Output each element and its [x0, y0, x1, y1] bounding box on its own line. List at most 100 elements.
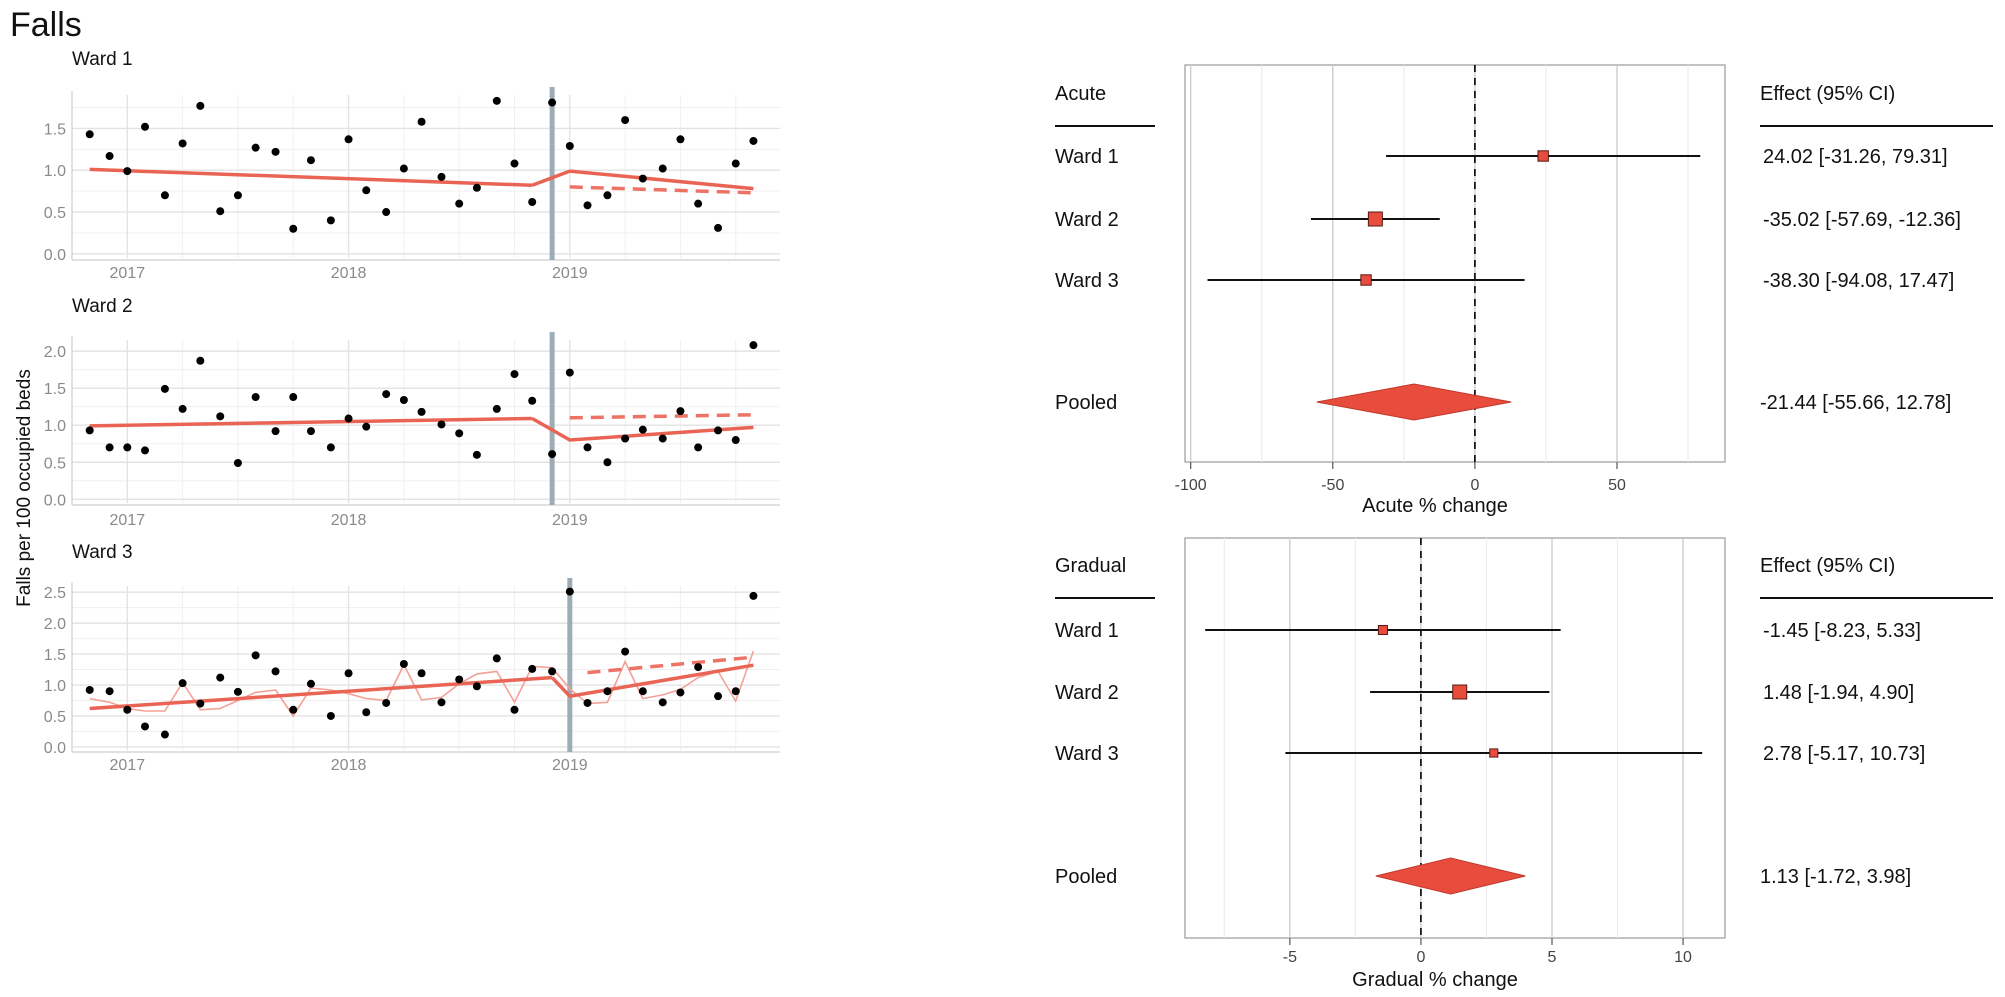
- data-point: [694, 199, 703, 208]
- data-point: [216, 412, 225, 421]
- effect-column-header: Effect (95% CI): [1760, 83, 1895, 105]
- data-point: [417, 117, 426, 126]
- pre-intervention-trend-line: [89, 675, 553, 711]
- ward-panel-1: Ward 1 2017 2018 2019 0.0 0.5 1.0 1.5: [44, 49, 780, 282]
- forest-header-label: Acute: [1055, 83, 1106, 105]
- forest-x-tick-label: 50: [1608, 477, 1626, 494]
- data-point: [603, 687, 612, 696]
- forest-row-label: Ward 3: [1055, 743, 1119, 765]
- data-point: [548, 667, 557, 676]
- data-point: [123, 443, 132, 452]
- effect-estimate-marker: [1537, 150, 1549, 162]
- panel-title: Ward 1: [72, 49, 133, 70]
- data-point: [437, 172, 446, 181]
- ward-panel-3: Ward 3 2017 2018 2019 0.0 0.5 1.0 1.5 2.0 2.5: [44, 542, 780, 774]
- pooled-effect-value: 1.13 [-1.72, 3.98]: [1760, 866, 1911, 888]
- data-point: [306, 427, 315, 436]
- pooled-label: Pooled: [1055, 392, 1117, 414]
- effect-value: 24.02 [-31.26, 79.31]: [1763, 146, 1948, 168]
- data-point: [178, 679, 187, 688]
- pre-intervention-trend-line: [89, 167, 533, 188]
- forest-x-tick-label: -5: [1283, 949, 1297, 966]
- y-tick-label: 1.5: [44, 381, 66, 398]
- data-point: [289, 393, 298, 402]
- y-tick-label: 0.0: [44, 247, 66, 264]
- data-point: [105, 687, 114, 696]
- data-point: [714, 426, 723, 435]
- data-point: [306, 156, 315, 165]
- y-tick-label: 2.0: [44, 344, 66, 361]
- data-point: [638, 425, 647, 434]
- data-point: [344, 414, 353, 423]
- forest-plot-gradual: -5 0 5 10 Gradual Effect (95% CI) Ward 1 -1.45 …: [1055, 537, 1993, 991]
- y-tick-label: 1.0: [44, 418, 66, 435]
- data-point: [344, 135, 353, 144]
- forest-x-tick-label: 0: [1416, 949, 1425, 966]
- data-point: [714, 223, 723, 232]
- pooled-estimate-diamond: [1316, 383, 1512, 421]
- data-point: [105, 152, 114, 161]
- post-intervention-trend-line: [550, 663, 754, 699]
- data-point: [123, 167, 132, 176]
- data-point: [271, 147, 280, 156]
- data-point: [123, 705, 132, 714]
- forest-x-axis-label: Acute % change: [1362, 495, 1508, 517]
- y-tick-label: 0.0: [44, 492, 66, 509]
- data-point: [251, 651, 260, 660]
- data-point: [362, 422, 371, 431]
- data-point: [583, 201, 592, 210]
- data-point: [658, 164, 667, 173]
- data-point: [233, 191, 242, 200]
- data-point: [417, 669, 426, 678]
- x-tick-label: 2018: [331, 512, 367, 529]
- data-point: [676, 135, 685, 144]
- ward-panel-2: Ward 2 2017 2018 2019 0.0 0.5 1.0 1.5 2.0: [44, 296, 780, 529]
- forest-x-tick-label: -50: [1321, 477, 1344, 494]
- forest-row-label: Ward 2: [1055, 682, 1119, 704]
- x-tick-label: 2017: [110, 512, 146, 529]
- data-point: [621, 647, 630, 656]
- data-point: [731, 159, 740, 168]
- data-point: [528, 664, 537, 673]
- effect-value: 2.78 [-5.17, 10.73]: [1763, 743, 1925, 765]
- data-point: [178, 139, 187, 148]
- data-point: [306, 679, 315, 688]
- y-tick-label: 0.5: [44, 205, 66, 222]
- data-point: [382, 390, 391, 399]
- data-point: [492, 404, 501, 413]
- forest-header-label: Gradual: [1055, 555, 1126, 577]
- data-point: [565, 141, 574, 150]
- data-point: [603, 458, 612, 467]
- data-point: [251, 143, 260, 152]
- data-point: [178, 404, 187, 413]
- data-point: [528, 396, 537, 405]
- data-point: [289, 705, 298, 714]
- effect-estimate-marker: [1367, 211, 1383, 227]
- effect-estimate-marker: [1360, 274, 1372, 286]
- data-point: [510, 370, 519, 379]
- data-point: [492, 654, 501, 663]
- data-point: [233, 458, 242, 467]
- x-tick-label: 2018: [331, 265, 367, 282]
- effect-column-header: Effect (95% CI): [1760, 555, 1895, 577]
- post-intervention-trend-line: [531, 169, 754, 191]
- y-tick-label: 0.5: [44, 709, 66, 726]
- data-point: [141, 122, 150, 131]
- x-tick-label: 2017: [110, 757, 146, 774]
- data-point: [216, 673, 225, 682]
- data-point: [399, 164, 408, 173]
- data-point: [749, 591, 758, 600]
- data-point: [603, 191, 612, 200]
- data-point: [344, 669, 353, 678]
- effect-estimate-marker: [1452, 684, 1468, 700]
- effect-value: -1.45 [-8.23, 5.33]: [1763, 620, 1921, 642]
- y-axis-label: Falls per 100 occupied beds: [14, 369, 35, 607]
- pre-intervention-trend-line: [89, 416, 533, 428]
- data-point: [160, 191, 169, 200]
- forest-x-tick-label: 0: [1470, 477, 1479, 494]
- data-point: [85, 130, 94, 139]
- data-point: [437, 420, 446, 429]
- data-point: [621, 434, 630, 443]
- x-tick-label: 2018: [331, 757, 367, 774]
